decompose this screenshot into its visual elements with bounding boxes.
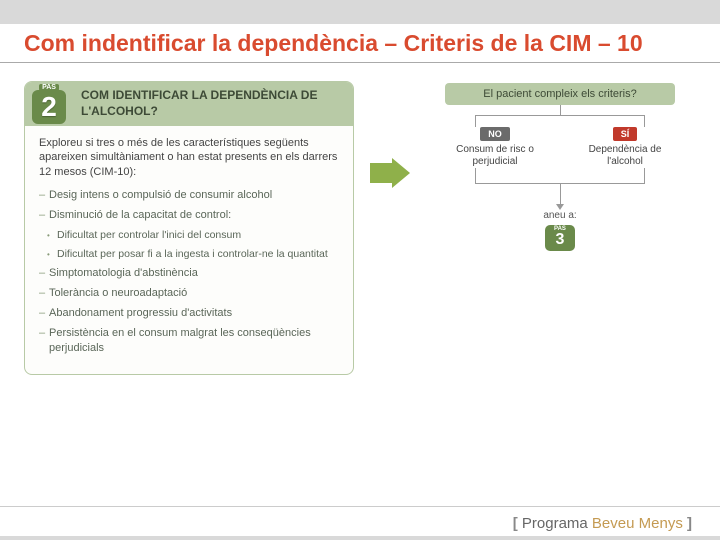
branch-si: SÍ Dependència de l'alcohol [575,127,675,168]
step-badge: PAS 2 [25,82,73,126]
criteria-item: Abandonament progressiu d'activitats [39,306,339,321]
next-step-badge: PAS 3 [545,225,575,251]
program-word3: Menys [639,515,683,532]
pas3-label: PAS [554,226,566,232]
branches: NO Consum de risc o perjudicial SÍ Depen… [445,127,675,168]
question-box: El pacient compleix els criteris? [445,83,675,105]
branch-connector [445,105,675,127]
goto-label: aneu a: [430,210,690,221]
si-tag: SÍ [613,127,638,141]
intro-text: Exploreu si tres o més de les caracterís… [39,136,339,181]
bracket-close: ] [687,515,692,532]
box-body: Exploreu si tres o més de les caracterís… [25,126,353,375]
bracket-open: [ [513,515,518,532]
criteria-item: Tolerància o neuroadaptació [39,286,339,301]
step-heading: COM IDENTIFICAR LA DEPENDÈNCIA DE L'ALCO… [73,82,353,126]
criteria-subitem: Dificultat per posar fi a la ingesta i c… [39,247,339,261]
criteria-item: Persistència en el consum malgrat les co… [39,326,339,356]
flowchart: El pacient compleix els criteris? NO Con… [430,83,690,251]
criteria-list: Desig intens o compulsió de consumir alc… [39,188,339,355]
merge-connector [445,168,675,208]
step3-number: 3 [556,231,565,249]
program-word2: Beveu [592,515,635,532]
footer: [ Programa Beveu Menys ] [0,506,720,540]
content-area: PAS 2 COM IDENTIFICAR LA DEPENDÈNCIA DE … [0,63,720,376]
page-title: Com indentificar la dependència – Criter… [0,24,720,63]
criteria-box: PAS 2 COM IDENTIFICAR LA DEPENDÈNCIA DE … [24,81,354,376]
bottom-strip [0,536,720,540]
criteria-subitem: Dificultat per controlar l'inici del con… [39,228,339,242]
si-text: Dependència de l'alcohol [575,144,675,168]
criteria-item: Disminució de la capacitat de control: [39,208,339,223]
program-label: [ Programa Beveu Menys ] [513,515,692,532]
criteria-item: Desig intens o compulsió de consumir alc… [39,188,339,203]
pas-label: PAS [39,84,59,91]
no-tag: NO [480,127,510,141]
top-bar [0,0,720,24]
step-number: 2 [32,90,66,124]
criteria-item: Simptomatologia d'abstinència [39,266,339,281]
branch-no: NO Consum de risc o perjudicial [445,127,545,168]
step-header: PAS 2 COM IDENTIFICAR LA DEPENDÈNCIA DE … [25,82,353,126]
no-text: Consum de risc o perjudicial [445,144,545,168]
program-word1: Programa [522,515,588,532]
